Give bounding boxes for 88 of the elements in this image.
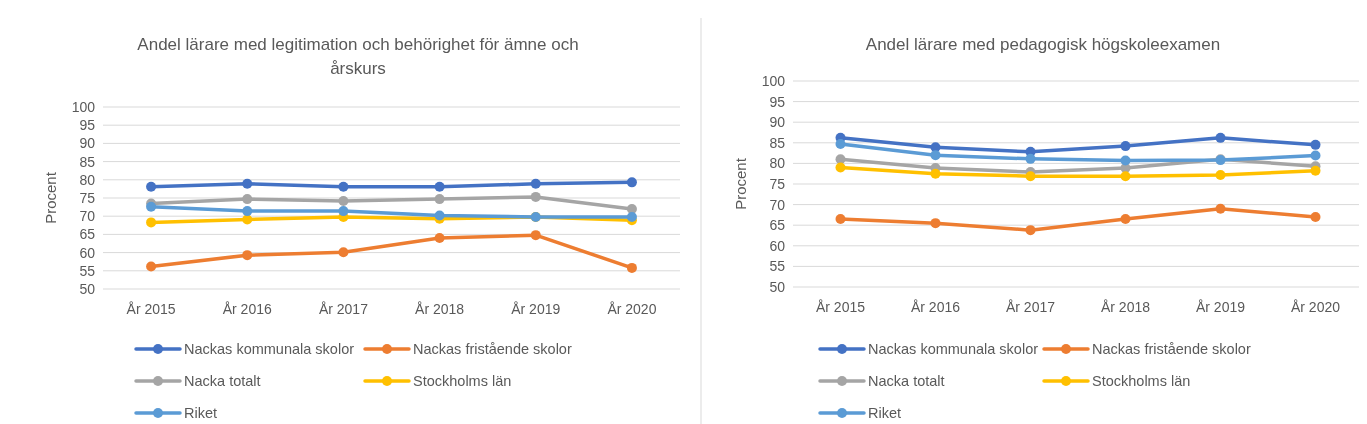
point: [1025, 225, 1036, 236]
point: [1025, 171, 1036, 182]
y-tick-label: 100: [761, 72, 786, 89]
point: [626, 262, 637, 273]
point: [1120, 171, 1131, 182]
point: [146, 181, 157, 192]
point: [146, 261, 157, 272]
legend-label: Stockholms län: [413, 373, 512, 390]
legend-label: Riket: [868, 405, 902, 422]
y-tick-label: 70: [769, 196, 786, 213]
point: [242, 178, 253, 189]
point: [338, 206, 349, 217]
y-tick-label: 95: [79, 117, 96, 134]
point: [1120, 141, 1131, 152]
x-tick-label: År 2018: [415, 300, 465, 317]
point: [1215, 132, 1226, 143]
point: [1310, 150, 1321, 161]
y-tick-label: 55: [79, 262, 96, 279]
point: [1310, 211, 1321, 222]
point: [835, 214, 846, 225]
point: [1120, 155, 1131, 166]
point: [626, 177, 637, 188]
legend-label: Nacka totalt: [868, 373, 945, 390]
point: [242, 250, 253, 261]
legend-label: Nackas kommunala skolor: [184, 341, 355, 358]
x-tick-label: År 2017: [318, 300, 369, 317]
y-tick-label: 80: [79, 171, 96, 188]
point: [530, 178, 541, 189]
y-tick-label: 80: [769, 155, 786, 172]
point: [626, 211, 637, 222]
legend-label: Nackas kommunala skolor: [868, 341, 1039, 358]
point: [338, 247, 349, 258]
point: [1215, 169, 1226, 180]
point: [1215, 203, 1226, 214]
chart-title: Andel lärare med legitimation och behörighet för ämne och årskurs: [137, 35, 579, 78]
point: [338, 195, 349, 206]
point: [434, 194, 445, 205]
point: [835, 162, 846, 173]
y-tick-label: 65: [769, 217, 786, 234]
point: [530, 230, 541, 241]
x-tick-label: År 2016: [910, 298, 961, 315]
y-tick-label: 85: [769, 134, 786, 151]
chart-title: Andel lärare med pedagogisk högskoleexamen: [865, 35, 1221, 54]
y-axis-title: Procent: [42, 171, 59, 224]
y-tick-label: 50: [79, 280, 96, 297]
x-tick-label: År 2016: [222, 300, 272, 317]
point: [434, 181, 445, 192]
point: [242, 194, 253, 205]
y-tick-label: 65: [79, 226, 96, 243]
y-axis-title: Procent: [732, 157, 749, 210]
legend-label: Stockholms län: [1092, 373, 1191, 390]
point: [146, 217, 157, 228]
point: [1120, 214, 1131, 225]
y-tick-label: 50: [769, 278, 786, 295]
point: [530, 191, 541, 202]
legend-label: Nacka totalt: [184, 373, 261, 390]
x-tick-label: År 2017: [1005, 298, 1056, 315]
point: [835, 139, 846, 150]
x-tick-label: År 2018: [1100, 298, 1151, 315]
y-tick-label: 75: [79, 189, 96, 206]
y-tick-label: 90: [79, 135, 96, 152]
x-tick-label: År 2020: [1290, 298, 1341, 315]
x-tick-label: År 2020: [607, 300, 657, 317]
y-tick-label: 85: [79, 153, 96, 170]
point: [338, 181, 349, 192]
point: [434, 233, 445, 244]
y-tick-label: 90: [769, 114, 786, 131]
y-tick-label: 60: [79, 244, 96, 261]
y-tick-label: 60: [769, 237, 786, 254]
y-tick-label: 100: [71, 98, 96, 115]
y-tick-label: 95: [769, 93, 786, 110]
x-tick-label: År 2019: [511, 300, 561, 317]
point: [1025, 153, 1036, 164]
x-tick-label: År 2019: [1195, 298, 1246, 315]
legend-label: Riket: [184, 405, 218, 422]
x-tick-label: År 2015: [126, 300, 176, 317]
point: [1310, 139, 1321, 150]
point: [1310, 165, 1321, 176]
point: [930, 150, 941, 161]
legend-label: Nackas fristående skolor: [413, 341, 572, 358]
y-tick-label: 55: [769, 258, 786, 275]
point: [930, 218, 941, 229]
legend-label: Nackas fristående skolor: [1092, 341, 1251, 358]
point: [930, 168, 941, 179]
y-tick-label: 70: [79, 208, 96, 225]
y-tick-label: 75: [769, 175, 786, 192]
x-tick-label: År 2015: [815, 298, 866, 315]
point: [242, 206, 253, 217]
